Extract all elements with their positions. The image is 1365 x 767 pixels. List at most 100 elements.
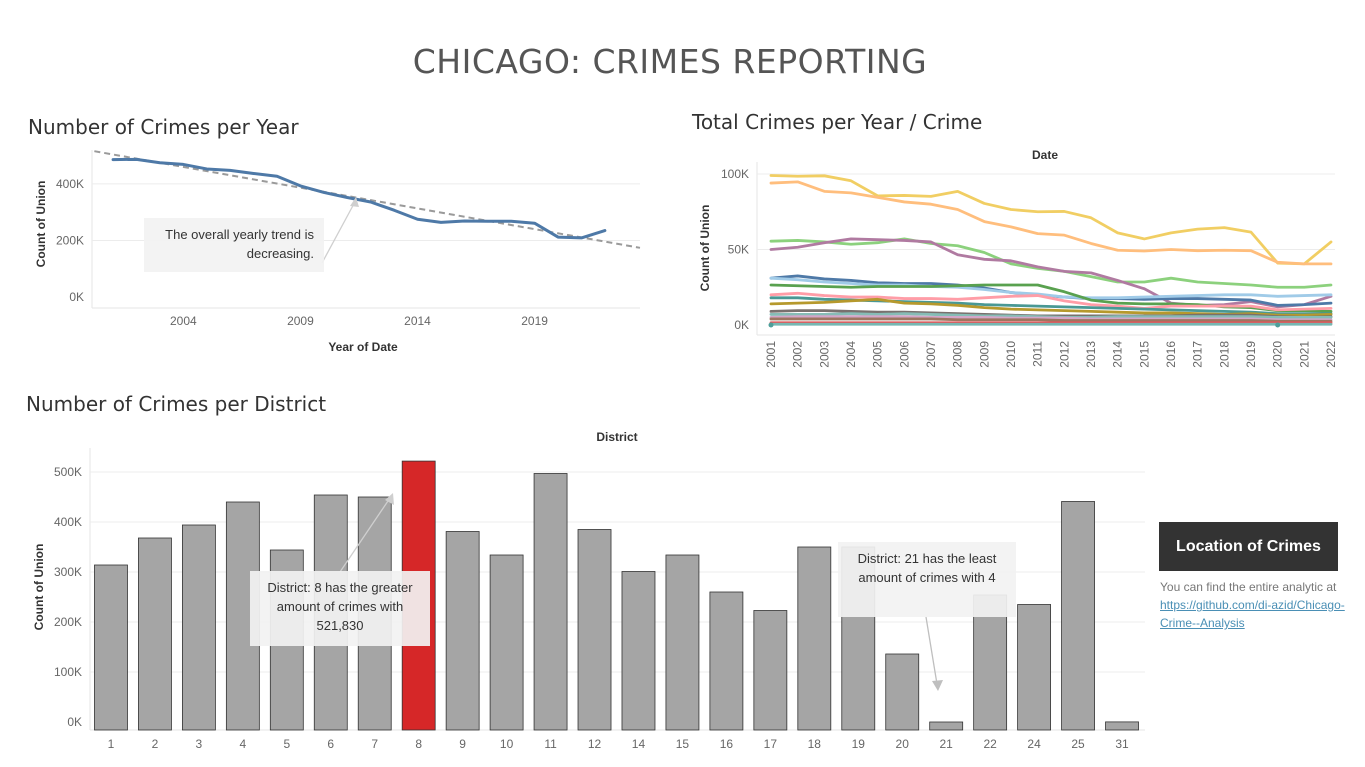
- district-y-tick-label: 400K: [54, 515, 82, 529]
- year-chart-title: Number of Crimes per Year: [28, 115, 299, 139]
- district-bar: [181, 524, 216, 731]
- crime-series-point: [1275, 322, 1281, 328]
- year-trend-annotation: The overall yearly trend is decreasing.: [144, 218, 324, 272]
- district-y-tick-label: 0K: [67, 715, 82, 729]
- crime-chart-title: Total Crimes per Year / Crime: [692, 110, 983, 134]
- district-bar: [445, 531, 480, 731]
- crime-x-axis-title: Date: [1032, 148, 1058, 162]
- district-bar: [973, 594, 1008, 731]
- year-y-tick-label: 0K: [69, 290, 84, 304]
- crime-x-tick-label: 2006: [897, 341, 911, 368]
- crime-y-axis-title: Count of Union: [698, 205, 712, 292]
- crime-x-tick-label: 2013: [1084, 341, 1098, 368]
- district-x-tick-label: 6: [327, 737, 334, 751]
- district-x-tick-label: 22: [983, 737, 997, 751]
- district-bar: [665, 554, 700, 731]
- district-bar: [94, 564, 128, 731]
- district-y-axis-title: Count of Union: [32, 544, 46, 631]
- district-x-tick-label: 7: [371, 737, 378, 751]
- district-x-axis-title: District: [596, 430, 637, 444]
- district-x-tick-label: 20: [896, 737, 910, 751]
- crime-series-line: [769, 276, 1333, 300]
- district-bar: [533, 473, 568, 731]
- district-bar: [929, 721, 964, 731]
- district-x-tick-label: 3: [196, 737, 203, 751]
- year-annotation-pointer: [321, 199, 357, 264]
- district-x-tick-label: 14: [632, 737, 646, 751]
- district-x-tick-label: 17: [764, 737, 778, 751]
- crime-x-tick-label: 2004: [844, 341, 858, 368]
- crime-x-tick-label: 2015: [1137, 341, 1151, 368]
- crime-x-tick-label: 2022: [1324, 341, 1338, 368]
- year-x-tick-label: 2009: [287, 314, 314, 328]
- crime-x-tick-label: 2016: [1164, 341, 1178, 368]
- district-bar: [709, 591, 744, 731]
- crime-x-tick-label: 2009: [977, 341, 991, 368]
- district-x-tick-label: 8: [415, 737, 422, 751]
- crime-y-tick-label: 0K: [734, 318, 749, 332]
- crime-x-tick-label: 2014: [1111, 341, 1125, 368]
- location-of-crimes-button[interactable]: Location of Crimes: [1159, 522, 1338, 571]
- year-x-tick-label: 2004: [170, 314, 197, 328]
- district-x-tick-label: 1: [108, 737, 115, 751]
- github-link[interactable]: https://github.com/di-azid/Chicago-Crime…: [1160, 598, 1345, 630]
- crime-x-tick-label: 2012: [1057, 341, 1071, 368]
- district-bar: [1017, 604, 1052, 731]
- district-max-annotation: District: 8 has the greater amount of cr…: [250, 571, 430, 646]
- year-y-tick-label: 400K: [56, 177, 84, 191]
- crime-series-line: [769, 237, 1333, 309]
- crime-x-tick-label: 2005: [871, 341, 885, 368]
- crime-x-tick-label: 2008: [951, 341, 965, 368]
- district-bar: [138, 537, 172, 731]
- district-bar: [621, 571, 656, 731]
- district-min-annotation: District: 21 has the least amount of cri…: [838, 542, 1016, 617]
- district-bar: [753, 610, 788, 731]
- crime-x-tick-label: 2007: [924, 341, 938, 368]
- year-x-tick-label: 2014: [404, 314, 431, 328]
- district-min-pointer: [925, 616, 938, 685]
- crime-x-tick-label: 2011: [1031, 341, 1045, 367]
- crime-y-tick-label: 100K: [721, 167, 749, 181]
- district-x-tick-label: 9: [459, 737, 466, 751]
- year-annotation-arrowhead: [350, 197, 359, 207]
- crime-x-tick-label: 2020: [1271, 341, 1285, 368]
- crime-x-tick-label: 2001: [764, 341, 778, 368]
- crime-series-line: [769, 291, 1333, 312]
- crime-x-tick-label: 2017: [1191, 341, 1205, 368]
- district-y-tick-label: 200K: [54, 615, 82, 629]
- district-chart-title: Number of Crimes per District: [26, 392, 327, 416]
- district-x-tick-label: 16: [720, 737, 734, 751]
- district-x-tick-label: 24: [1027, 737, 1041, 751]
- district-x-tick-label: 18: [808, 737, 822, 751]
- district-x-tick-label: 12: [588, 737, 602, 751]
- crime-x-tick-label: 2018: [1217, 341, 1231, 368]
- crime-x-tick-label: 2021: [1297, 341, 1311, 368]
- year-y-tick-label: 200K: [56, 233, 84, 247]
- district-x-tick-label: 31: [1115, 737, 1129, 751]
- crime-series-point: [768, 322, 774, 328]
- dashboard-title: CHICAGO: CRIMES REPORTING: [412, 42, 928, 81]
- district-bar: [885, 653, 920, 731]
- district-x-tick-label: 11: [544, 737, 557, 751]
- district-bar: [797, 546, 832, 731]
- crime-series-line: [769, 317, 1333, 323]
- district-min-arrowhead: [932, 680, 943, 691]
- district-bar: [1061, 501, 1095, 731]
- district-bar: [1105, 721, 1139, 731]
- sidebar-info: You can find the entire analytic at http…: [1160, 578, 1345, 632]
- district-x-tick-label: 25: [1071, 737, 1085, 751]
- district-y-tick-label: 100K: [54, 665, 82, 679]
- year-series-line: [111, 157, 607, 240]
- district-max-arrowhead: [385, 493, 394, 505]
- district-x-tick-label: 15: [676, 737, 690, 751]
- crime-x-tick-label: 2010: [1004, 341, 1018, 368]
- district-bar: [577, 529, 612, 731]
- crime-series-line: [769, 315, 1333, 322]
- crime-x-tick-label: 2002: [791, 341, 805, 368]
- crime-x-tick-label: 2003: [817, 341, 831, 368]
- district-max-pointer: [339, 497, 391, 573]
- year-x-axis-title: Year of Date: [328, 340, 398, 354]
- district-x-tick-label: 19: [852, 737, 866, 751]
